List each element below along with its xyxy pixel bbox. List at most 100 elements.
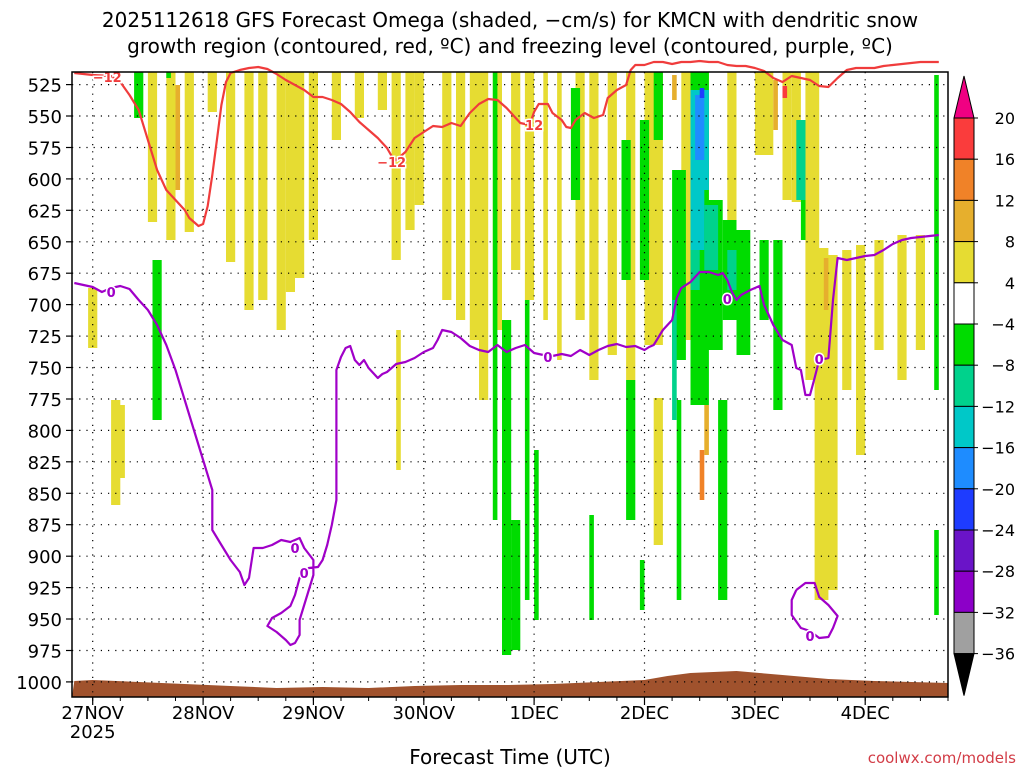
omega-cell-0-3 [147, 72, 158, 222]
omega-cell-0-46 [856, 245, 866, 455]
omega-cell-1-1 [672, 75, 677, 100]
omega-cell-0-13 [308, 72, 318, 240]
y-tick-label-750: 750 [28, 359, 62, 380]
title-line-2: growth region (contoured, red, ºC) and f… [127, 34, 893, 58]
omega-cell-0-32 [607, 72, 617, 355]
terrain-fill [72, 671, 948, 697]
omega-cell-0-39 [754, 72, 774, 155]
colorbar-label: −20 [981, 480, 1015, 499]
omega-cell-0-8 [244, 72, 254, 310]
freezing-level-line-0 [74, 233, 939, 647]
y-tick-label-875: 875 [28, 516, 62, 537]
omega-cell-0-2 [115, 405, 125, 478]
colorbar-swatch [953, 447, 975, 490]
omega-cell-3-12 [639, 120, 650, 280]
freezing-level-label: 0 [290, 542, 299, 557]
colorbar-swatch [953, 405, 975, 449]
omega-cell-0-18 [396, 330, 401, 470]
omega-cell-0-48 [897, 235, 907, 380]
y-tick-label-975: 975 [28, 642, 62, 663]
colorbar-swatch [953, 570, 975, 613]
omega-cell-0-24 [479, 72, 489, 400]
omega-cell-3-8 [570, 88, 581, 200]
colorbar-label: 12 [995, 191, 1015, 210]
colorbar-label: −12 [981, 397, 1015, 416]
y-tick-label-575: 575 [28, 139, 62, 160]
omega-cell-0-17 [391, 72, 401, 260]
omega-cell-3-5 [511, 520, 521, 650]
omega-cell-0-6 [207, 72, 217, 112]
omega-cell-3-23 [773, 240, 783, 410]
omega-colorbar: 20 16 12 8 4 −4 −8 −12 −16 −20 −24 −28 −32 −36 [953, 75, 1015, 696]
colorbar-label: 8 [1005, 233, 1015, 252]
colorbar-label: −4 [991, 315, 1015, 334]
omega-cell-0-38 [727, 72, 737, 260]
x-tick-label-27NOV: 27NOV [61, 703, 124, 724]
omega-cell-1-2 [773, 80, 778, 130]
omega-cell-0-26 [511, 72, 521, 270]
omega-cell-0-40 [782, 72, 792, 200]
omega-cell-0-22 [456, 72, 466, 320]
omega-cell-2-0 [699, 450, 705, 500]
y-tick-label-675: 675 [28, 264, 62, 285]
omega-cell-0-19 [405, 72, 415, 230]
y-tick-label-625: 625 [28, 201, 62, 222]
dendritic-contour-label: 12 [525, 119, 543, 134]
omega-cell-3-25 [934, 75, 939, 390]
colorbar-label: −16 [981, 439, 1015, 458]
colorbar-swatch [953, 282, 975, 325]
omega-cell-3-6 [524, 300, 530, 600]
freezing-level-label: 0 [107, 286, 116, 301]
colorbar-label: 16 [995, 150, 1015, 169]
omega-cell-0-11 [285, 72, 295, 292]
freezing-level-label: 0 [543, 351, 552, 366]
omega-cell-0-31 [589, 72, 599, 380]
colorbar-swatch [953, 117, 975, 160]
dendritic-contour-label: −12 [377, 156, 406, 171]
freezing-level-label: 0 [805, 630, 814, 645]
colorbar-swatch [953, 529, 975, 572]
y-tick-label-925: 925 [28, 579, 62, 600]
omega-cell-4-0 [672, 300, 677, 420]
omega-cell-3-26 [934, 530, 939, 615]
y-tick-label-1000: 1000 [16, 673, 62, 694]
x-tick-label-4DEC: 4DEC [841, 703, 890, 724]
credit-text[interactable]: coolwx.com/models [868, 749, 1016, 767]
colorbar-top-arrow [953, 75, 975, 119]
colorbar-swatch [953, 488, 975, 531]
omega-cell-0-14 [331, 72, 341, 140]
omega-cell-4-2 [704, 205, 719, 270]
terrain-polygon [72, 671, 948, 697]
omega-cell-3-3 [492, 72, 498, 520]
y-tick-label-650: 650 [28, 233, 62, 254]
chart-title: 2025112618 GFS Forecast Omega (shaded, −… [102, 8, 918, 58]
omega-cell-3-9 [589, 515, 594, 620]
y-tick-label-900: 900 [28, 547, 62, 568]
colorbar-label: 20 [995, 109, 1015, 128]
omega-cell-0-7 [226, 72, 236, 262]
omega-cell-0-16 [377, 72, 387, 110]
freezing-level-label: 0 [815, 353, 824, 368]
omega-shading [88, 72, 939, 655]
y-tick-label-725: 725 [28, 327, 62, 348]
omega-cell-3-7 [534, 450, 539, 620]
omega-cell-8-0 [782, 86, 788, 98]
omega-cell-0-35 [653, 398, 663, 545]
dendritic-contour-label: −12 [93, 71, 122, 86]
y-tick-label-800: 800 [28, 421, 62, 442]
omega-cell-0-21 [442, 72, 452, 300]
x-tick-label-30NOV: 30NOV [393, 703, 456, 724]
dendritic-contour-line [74, 59, 939, 228]
omega-cell-1-3 [823, 258, 829, 310]
x-tick-label-29NOV: 29NOV [282, 703, 345, 724]
omega-cell-0-27 [524, 72, 535, 300]
colorbar-bottom-arrow [953, 653, 975, 696]
omega-cell-0-15 [354, 72, 364, 118]
omega-cell-3-1 [166, 72, 171, 78]
omega-cell-0-5 [184, 72, 194, 232]
omega-cell-3-0 [134, 72, 144, 118]
omega-cell-3-19 [718, 400, 728, 600]
